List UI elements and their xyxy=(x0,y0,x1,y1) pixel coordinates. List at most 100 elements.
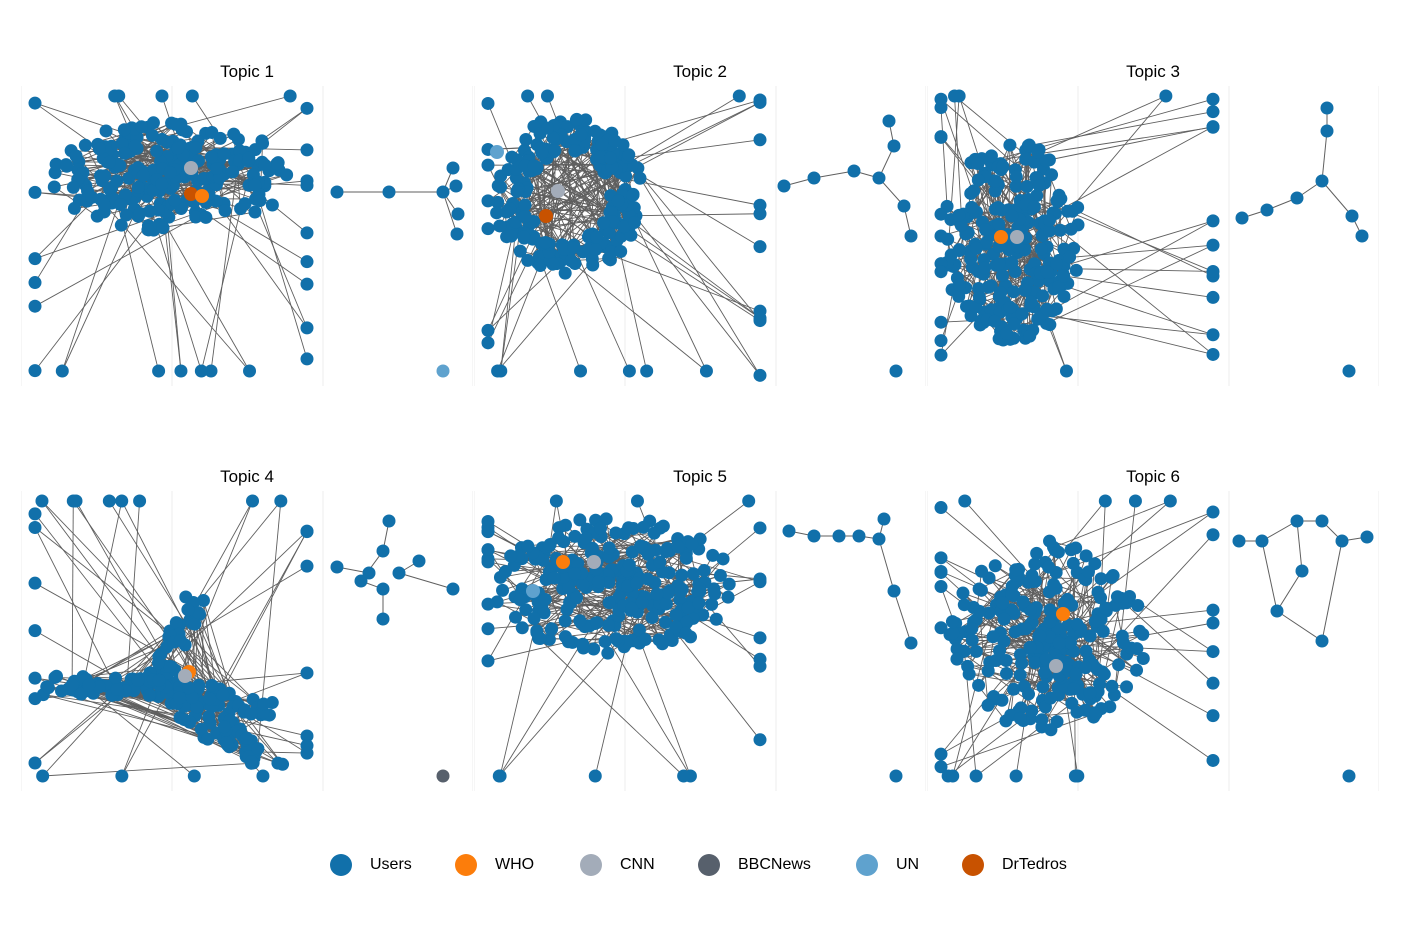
user-node xyxy=(1335,534,1349,548)
user-node xyxy=(151,656,165,670)
edge xyxy=(595,249,761,312)
user-node xyxy=(1036,289,1050,303)
user-node xyxy=(1116,636,1130,650)
user-node xyxy=(513,593,527,607)
topic-panel-1: Topic 1 xyxy=(21,62,473,402)
user-node xyxy=(152,673,166,687)
user-node xyxy=(1068,769,1082,783)
user-node xyxy=(1045,168,1059,182)
user-node xyxy=(1009,170,1023,184)
highlight-node-cnn xyxy=(551,184,565,198)
user-node xyxy=(753,240,767,254)
user-node xyxy=(233,144,247,158)
edge xyxy=(34,209,159,371)
user-node xyxy=(481,323,495,337)
user-node xyxy=(1051,545,1065,559)
legend-item-un: UN xyxy=(856,850,919,880)
user-node xyxy=(904,636,918,650)
user-node xyxy=(481,336,495,350)
user-node xyxy=(85,190,99,204)
user-node xyxy=(1066,556,1080,570)
edge xyxy=(61,148,138,372)
user-node xyxy=(992,257,1006,271)
user-node xyxy=(988,559,1002,573)
user-node xyxy=(481,654,495,668)
user-node xyxy=(205,125,219,139)
user-node xyxy=(92,142,106,156)
network-graph xyxy=(474,491,926,791)
user-node xyxy=(1104,571,1118,585)
user-node xyxy=(134,120,148,134)
user-node xyxy=(971,157,985,171)
user-node xyxy=(604,245,618,259)
user-node xyxy=(55,684,69,698)
topic-panel-2: Topic 2 xyxy=(474,62,926,402)
user-node xyxy=(564,254,578,268)
node-group xyxy=(28,494,314,783)
user-node xyxy=(1315,634,1329,648)
user-node xyxy=(1320,124,1334,138)
user-node xyxy=(973,604,987,618)
user-node xyxy=(576,578,590,592)
user-node xyxy=(244,707,258,721)
user-node xyxy=(493,219,507,233)
user-node xyxy=(872,171,886,185)
user-node xyxy=(934,334,948,348)
edge xyxy=(627,138,761,158)
edge xyxy=(121,692,168,777)
user-node xyxy=(145,128,159,142)
user-node xyxy=(632,623,646,637)
user-node xyxy=(182,681,196,695)
user-node xyxy=(1059,364,1073,378)
user-node xyxy=(661,586,675,600)
edge xyxy=(635,211,761,217)
user-node xyxy=(934,747,948,761)
user-node xyxy=(606,215,620,229)
user-node xyxy=(1013,711,1027,725)
user-node xyxy=(28,520,42,534)
user-node xyxy=(567,240,581,254)
legend-swatch xyxy=(962,854,984,876)
user-node xyxy=(521,253,535,267)
user-node xyxy=(587,642,601,656)
user-node xyxy=(1051,195,1065,209)
user-node xyxy=(521,89,535,103)
user-node xyxy=(194,364,208,378)
user-node xyxy=(1360,530,1374,544)
user-node xyxy=(65,678,79,692)
user-node xyxy=(1120,680,1134,694)
user-node xyxy=(133,206,147,220)
user-node xyxy=(119,208,133,222)
edge xyxy=(398,572,454,591)
user-node xyxy=(1206,347,1220,361)
user-node xyxy=(653,555,667,569)
user-node xyxy=(549,494,563,508)
user-node xyxy=(573,614,587,628)
user-node xyxy=(446,582,460,596)
edge xyxy=(533,102,761,222)
user-node xyxy=(645,611,659,625)
user-node xyxy=(481,597,495,611)
edge xyxy=(487,641,569,663)
user-node xyxy=(969,241,983,255)
legend-label: Users xyxy=(370,856,412,873)
user-node xyxy=(708,587,722,601)
edge xyxy=(540,145,601,244)
edge xyxy=(878,538,896,592)
user-node xyxy=(169,616,183,630)
edge xyxy=(1296,520,1305,572)
user-node xyxy=(156,221,170,235)
user-node xyxy=(171,141,185,155)
user-node xyxy=(974,583,988,597)
user-node xyxy=(934,315,948,329)
user-node xyxy=(934,130,948,144)
user-node xyxy=(609,526,623,540)
user-node xyxy=(173,691,187,705)
user-node xyxy=(60,159,74,173)
user-node xyxy=(952,278,966,292)
user-node xyxy=(601,646,615,660)
user-node xyxy=(238,197,252,211)
user-node xyxy=(636,520,650,534)
user-node xyxy=(481,158,495,172)
user-node xyxy=(546,257,560,271)
